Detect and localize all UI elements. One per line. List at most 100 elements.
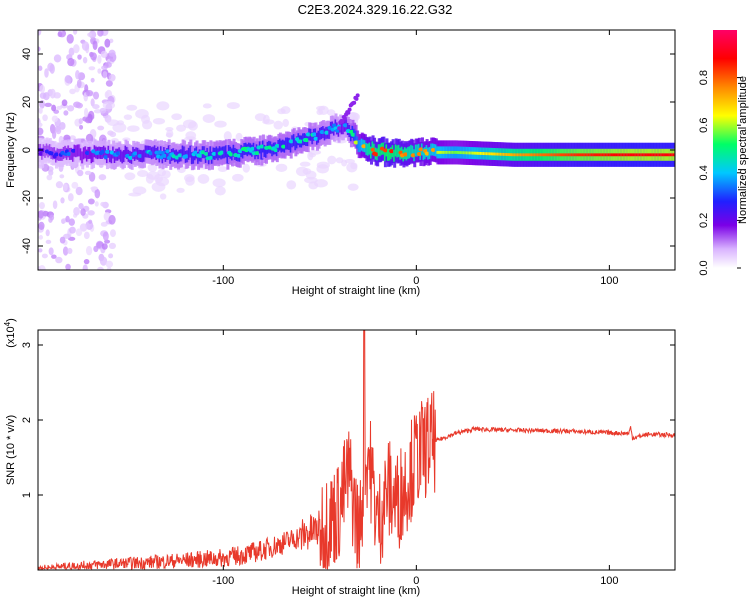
spectrogram-cell bbox=[166, 147, 170, 160]
spectrogram-cell bbox=[128, 192, 142, 197]
spectrogram-cell bbox=[479, 151, 483, 155]
spectrogram-cell bbox=[226, 102, 240, 110]
spectrogram-cell bbox=[100, 149, 106, 154]
spectrogram-cell bbox=[101, 243, 108, 250]
spectrogram-cell bbox=[87, 198, 95, 205]
spectrogram-cell bbox=[621, 153, 625, 157]
colorbar-tick-label: 0.8 bbox=[698, 70, 710, 85]
spectrogram-cell bbox=[522, 153, 526, 157]
spectrogram-cell bbox=[386, 148, 390, 161]
spectrogram-cell bbox=[88, 30, 97, 39]
spectrogram-cell bbox=[604, 153, 608, 157]
spectrogram-cell bbox=[67, 247, 73, 255]
spectrogram-cell bbox=[388, 148, 392, 161]
spectrogram-cell bbox=[202, 114, 216, 123]
spectrogram-cell bbox=[55, 126, 62, 135]
spectrogram-cell bbox=[285, 137, 289, 150]
spectrogram-cell bbox=[512, 153, 516, 157]
spectrogram-cell bbox=[53, 54, 62, 63]
spectrogram-cell bbox=[184, 136, 197, 141]
spectrogram-cell bbox=[137, 170, 149, 177]
spectrogram-cell bbox=[567, 153, 571, 157]
spectrogram-cell bbox=[281, 144, 287, 149]
spectrogram-cell bbox=[359, 140, 363, 153]
spectrogram-cell bbox=[88, 146, 92, 159]
spectrogram-cell bbox=[141, 150, 145, 163]
spectrogram-cell bbox=[498, 152, 502, 156]
spectrogram-ytick-label: -20 bbox=[21, 190, 33, 206]
spectrogram-cell bbox=[51, 115, 58, 123]
spectrogram-cell bbox=[590, 153, 594, 157]
spectrogram-cell bbox=[629, 153, 633, 157]
spectrogram-cell bbox=[612, 153, 616, 157]
spectrogram-cell bbox=[108, 74, 116, 82]
spectrogram-cell bbox=[90, 151, 94, 164]
spectrogram-cell bbox=[614, 153, 618, 157]
spectrogram-cell bbox=[59, 174, 65, 179]
spectrogram-cell bbox=[197, 153, 203, 158]
spectrogram-cell bbox=[299, 161, 311, 167]
spectrogram-cell bbox=[294, 138, 298, 151]
spectrogram-ylabel: Frequency (Hz) bbox=[5, 112, 17, 188]
spectrogram-cell bbox=[475, 151, 479, 155]
spectrogram-cell bbox=[282, 118, 289, 128]
spectrogram-cell bbox=[456, 151, 460, 154]
spectrogram-cell bbox=[288, 137, 292, 150]
spectrogram-cell bbox=[307, 151, 314, 161]
spectrogram-cell bbox=[586, 153, 590, 157]
spectrogram-cell bbox=[389, 149, 395, 154]
spectrogram-cell bbox=[113, 151, 117, 164]
spectrogram-cell bbox=[278, 138, 282, 151]
spectrogram-cell bbox=[78, 202, 84, 210]
spectrogram-cell bbox=[414, 144, 418, 157]
spectrogram-cell bbox=[100, 50, 108, 58]
spectrogram-cell bbox=[361, 144, 367, 149]
spectrogram-cell bbox=[82, 147, 86, 160]
spectrogram-cell bbox=[45, 239, 52, 245]
spectrogram-cell bbox=[97, 30, 104, 37]
spectrogram-cell bbox=[275, 163, 288, 172]
spectrogram-cell bbox=[323, 128, 327, 141]
spectrogram-cell bbox=[583, 153, 587, 157]
spectrogram-cell bbox=[63, 233, 71, 239]
spectrogram-cell bbox=[99, 256, 108, 266]
spectrogram-cell bbox=[620, 153, 624, 157]
spectrogram-cell bbox=[103, 155, 109, 160]
spectrogram-cell bbox=[126, 147, 130, 160]
spectrogram-cell bbox=[573, 153, 577, 157]
spectrogram-cell bbox=[484, 152, 488, 156]
spectrogram-ytick-label: 40 bbox=[21, 48, 33, 60]
snr-xtick-label: -100 bbox=[212, 575, 234, 587]
spectrogram-cell bbox=[397, 144, 401, 157]
spectrogram-cell bbox=[38, 248, 43, 253]
spectrogram-cell bbox=[558, 153, 562, 157]
spectrogram-cell bbox=[183, 154, 189, 159]
spectrogram-xtick-label: 0 bbox=[413, 275, 419, 287]
spectrogram-cell bbox=[68, 47, 75, 56]
spectrogram-cell bbox=[84, 107, 89, 118]
spectrogram-cell bbox=[340, 122, 344, 135]
spectrogram-cell bbox=[181, 145, 185, 158]
spectrogram-cell bbox=[377, 144, 381, 157]
spectrogram-cell bbox=[119, 149, 123, 162]
snr-ylabel: SNR (10 * v/v) bbox=[5, 415, 17, 485]
spectrogram-cell bbox=[83, 231, 90, 240]
spectrogram-cell bbox=[98, 174, 107, 181]
spectrogram-cell bbox=[57, 31, 63, 38]
spectrogram-cell bbox=[242, 163, 250, 173]
spectrogram-cell bbox=[192, 151, 196, 164]
spectrogram-xtick-label: -100 bbox=[212, 275, 234, 287]
spectrogram-cell bbox=[93, 109, 102, 114]
spectrogram-cell bbox=[67, 105, 75, 112]
spectrogram-cell bbox=[566, 153, 570, 157]
spectrogram-cell bbox=[79, 223, 88, 232]
spectrogram-cell bbox=[97, 54, 102, 64]
spectrogram-cell bbox=[609, 153, 613, 157]
spectrogram-cell bbox=[100, 201, 106, 207]
spectrogram-cell bbox=[77, 54, 82, 60]
spectrogram-cell bbox=[342, 123, 348, 128]
spectrogram-cell bbox=[232, 144, 236, 157]
spectrogram-cell bbox=[607, 153, 611, 157]
spectrogram-cell bbox=[67, 193, 74, 202]
spectrogram-marks bbox=[38, 30, 675, 270]
